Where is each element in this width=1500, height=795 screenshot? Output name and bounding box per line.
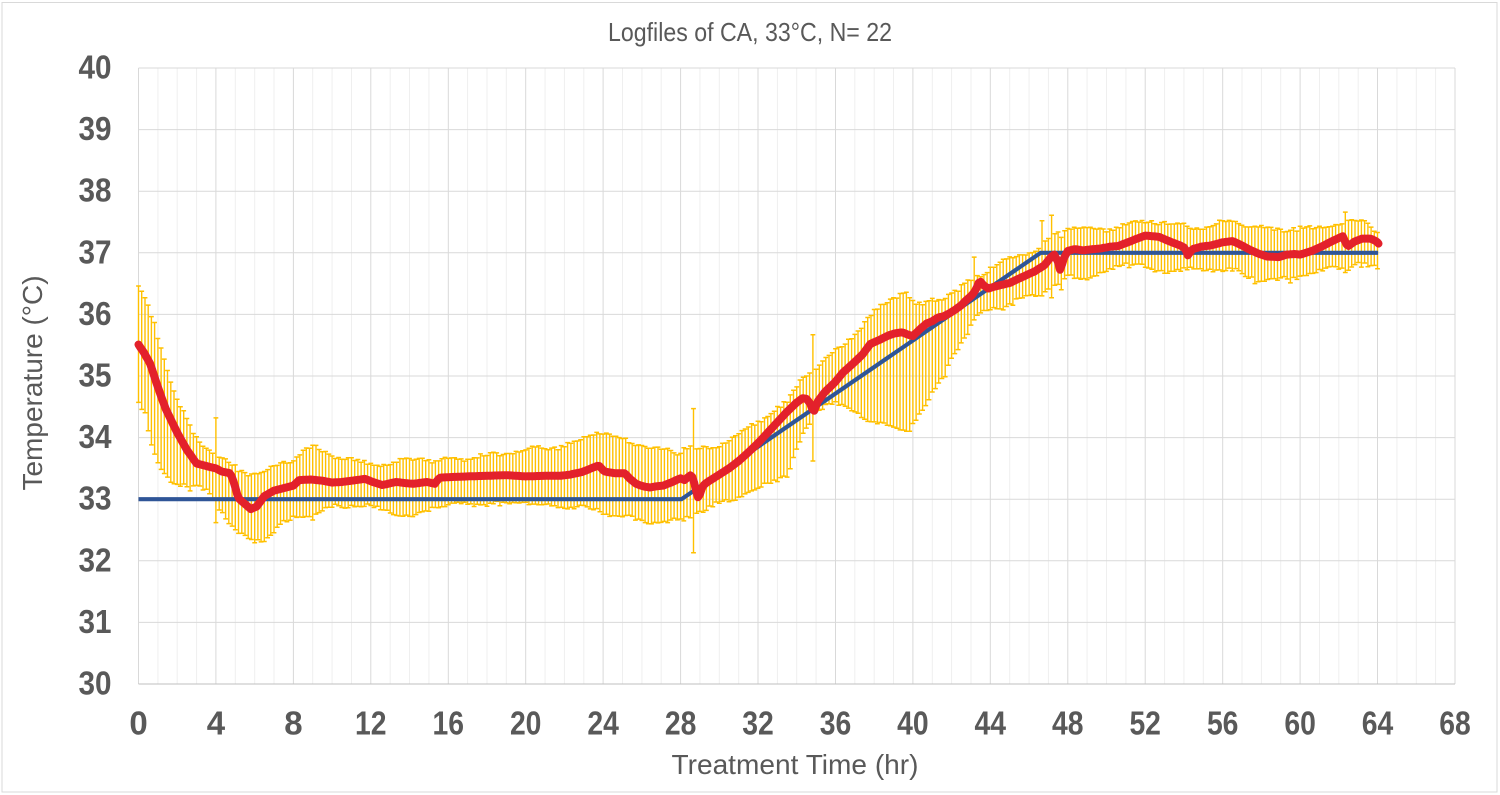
svg-text:36: 36 [820, 705, 852, 742]
svg-text:39: 39 [79, 110, 112, 147]
svg-text:38: 38 [79, 172, 112, 209]
svg-text:20: 20 [510, 705, 542, 742]
svg-text:30: 30 [79, 665, 112, 702]
svg-text:31: 31 [79, 603, 112, 640]
svg-text:12: 12 [355, 705, 387, 742]
svg-text:32: 32 [742, 705, 774, 742]
svg-text:Treatment Time (hr): Treatment Time (hr) [672, 749, 919, 780]
svg-text:40: 40 [79, 49, 112, 86]
svg-text:37: 37 [79, 233, 112, 270]
svg-text:32: 32 [79, 541, 112, 578]
svg-text:Logfiles of CA, 33°C, N= 22: Logfiles of CA, 33°C, N= 22 [608, 17, 892, 47]
svg-text:16: 16 [433, 705, 465, 742]
svg-text:4: 4 [207, 705, 226, 742]
svg-text:64: 64 [1362, 705, 1394, 742]
svg-text:60: 60 [1284, 705, 1316, 742]
svg-text:28: 28 [665, 705, 697, 742]
svg-text:48: 48 [1052, 705, 1084, 742]
svg-text:34: 34 [79, 418, 113, 455]
svg-text:36: 36 [79, 295, 112, 332]
svg-text:40: 40 [897, 705, 929, 742]
svg-text:33: 33 [79, 480, 112, 517]
svg-text:56: 56 [1207, 705, 1239, 742]
svg-text:0: 0 [129, 705, 147, 742]
svg-text:24: 24 [587, 705, 619, 742]
svg-text:Temperature (°C): Temperature (°C) [17, 275, 48, 490]
svg-text:68: 68 [1439, 705, 1471, 742]
svg-text:44: 44 [975, 705, 1007, 742]
svg-text:52: 52 [1129, 705, 1161, 742]
svg-text:35: 35 [79, 357, 112, 394]
svg-text:8: 8 [284, 705, 302, 742]
